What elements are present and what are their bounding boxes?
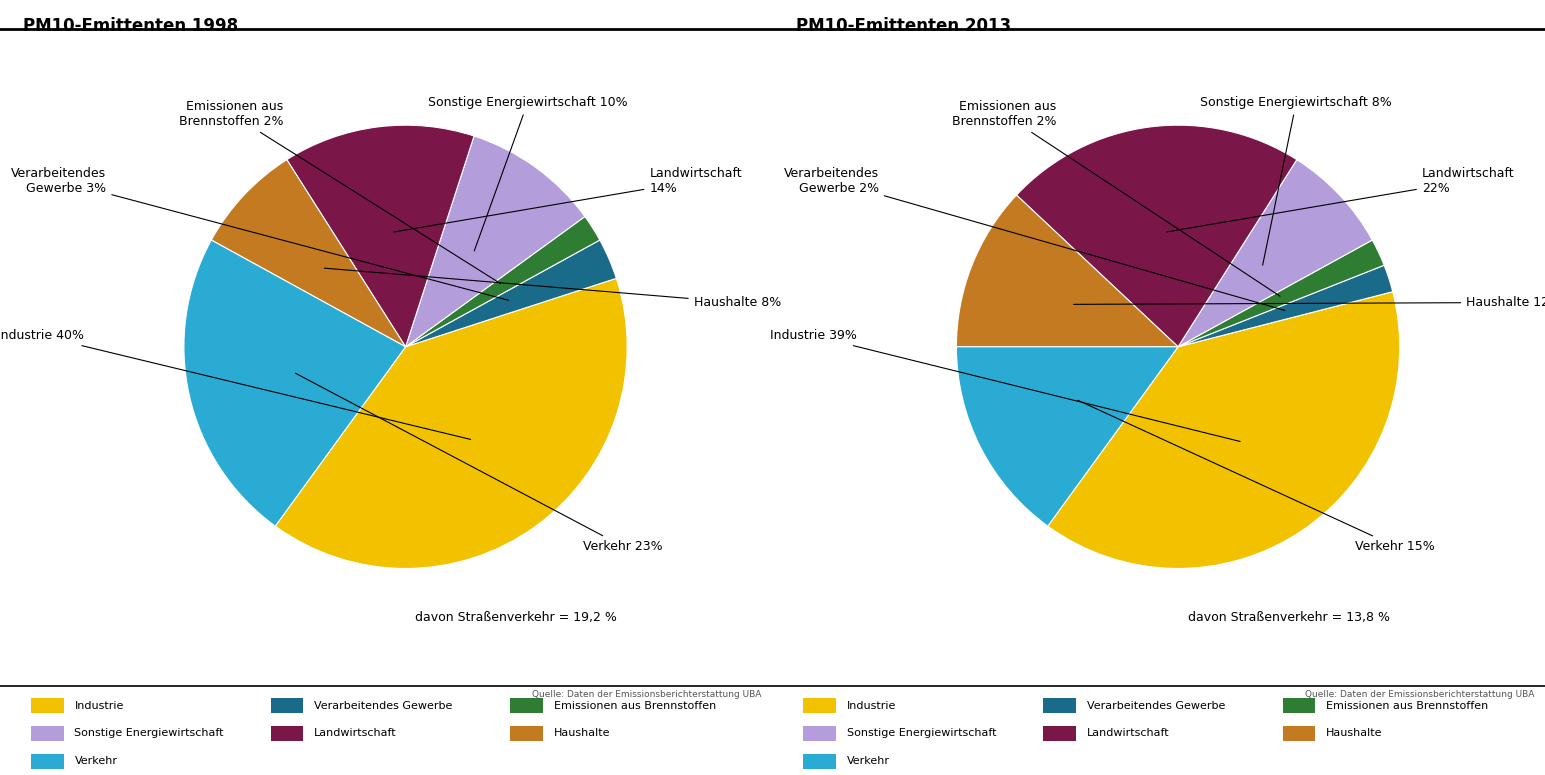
Text: Industrie: Industrie: [847, 701, 896, 711]
Text: Quelle: Daten der Emissionsberichterstattung UBA: Quelle: Daten der Emissionsberichterstat…: [533, 690, 762, 699]
Bar: [803, 753, 836, 769]
Wedge shape: [405, 136, 586, 347]
Text: Landwirtschaft: Landwirtschaft: [1086, 728, 1170, 739]
Wedge shape: [1177, 265, 1392, 347]
Text: Verarbeitendes Gewerbe: Verarbeitendes Gewerbe: [1086, 701, 1225, 711]
Text: Verarbeitendes
Gewerbe 3%: Verarbeitendes Gewerbe 3%: [11, 167, 508, 301]
Text: Landwirtschaft
22%: Landwirtschaft 22%: [1166, 167, 1514, 232]
Text: Sonstige Energiewirtschaft: Sonstige Energiewirtschaft: [74, 728, 224, 739]
Text: Quelle: Daten der Emissionsberichterstattung UBA: Quelle: Daten der Emissionsberichterstat…: [1306, 690, 1534, 699]
Text: Verkehr: Verkehr: [847, 756, 890, 766]
Wedge shape: [275, 278, 627, 569]
Wedge shape: [956, 195, 1177, 347]
Bar: [510, 698, 542, 713]
Wedge shape: [1177, 240, 1384, 347]
Wedge shape: [405, 240, 616, 347]
Wedge shape: [1048, 291, 1400, 568]
Bar: [1043, 698, 1075, 713]
Bar: [270, 698, 303, 713]
Bar: [1043, 726, 1075, 741]
Text: Emissionen aus Brennstoffen: Emissionen aus Brennstoffen: [1326, 701, 1488, 711]
Text: Sonstige Energiewirtschaft 10%: Sonstige Energiewirtschaft 10%: [428, 97, 627, 251]
Text: Emissionen aus
Brennstoffen 2%: Emissionen aus Brennstoffen 2%: [179, 100, 501, 284]
Text: PM10-Emittenten 1998: PM10-Emittenten 1998: [23, 17, 238, 35]
Bar: [803, 726, 836, 741]
Text: Verarbeitendes Gewerbe: Verarbeitendes Gewerbe: [314, 701, 453, 711]
Text: Verkehr 23%: Verkehr 23%: [295, 374, 663, 553]
Text: Haushalte 8%: Haushalte 8%: [324, 268, 780, 309]
Text: Industrie 40%: Industrie 40%: [0, 329, 471, 439]
Text: Emissionen aus Brennstoffen: Emissionen aus Brennstoffen: [553, 701, 715, 711]
Text: davon Straßenverkehr = 19,2 %: davon Straßenverkehr = 19,2 %: [416, 611, 618, 624]
Text: Verkehr 15%: Verkehr 15%: [1078, 401, 1435, 553]
Text: PM10-Emittenten 2013: PM10-Emittenten 2013: [796, 17, 1010, 35]
Bar: [803, 698, 836, 713]
Text: Industrie 39%: Industrie 39%: [769, 329, 1241, 442]
Text: Landwirtschaft: Landwirtschaft: [314, 728, 397, 739]
Bar: [1282, 698, 1315, 713]
Text: Haushalte: Haushalte: [553, 728, 610, 739]
Bar: [31, 726, 63, 741]
Text: Emissionen aus
Brennstoffen 2%: Emissionen aus Brennstoffen 2%: [952, 100, 1279, 296]
Bar: [31, 753, 63, 769]
Wedge shape: [287, 126, 474, 347]
Wedge shape: [1017, 126, 1296, 347]
Wedge shape: [184, 240, 405, 526]
Bar: [31, 698, 63, 713]
Text: Haushalte 12%: Haushalte 12%: [1074, 296, 1545, 309]
Text: Verkehr: Verkehr: [74, 756, 117, 766]
Text: Haushalte: Haushalte: [1326, 728, 1383, 739]
Wedge shape: [1177, 160, 1372, 347]
Bar: [1282, 726, 1315, 741]
Text: Landwirtschaft
14%: Landwirtschaft 14%: [394, 167, 742, 232]
Wedge shape: [212, 160, 405, 347]
Bar: [270, 726, 303, 741]
Bar: [510, 726, 542, 741]
Text: Sonstige Energiewirtschaft: Sonstige Energiewirtschaft: [847, 728, 997, 739]
Text: Industrie: Industrie: [74, 701, 124, 711]
Text: davon Straßenverkehr = 13,8 %: davon Straßenverkehr = 13,8 %: [1188, 611, 1390, 624]
Text: Sonstige Energiewirtschaft 8%: Sonstige Energiewirtschaft 8%: [1200, 97, 1392, 265]
Text: Verarbeitendes
Gewerbe 2%: Verarbeitendes Gewerbe 2%: [783, 167, 1285, 311]
Wedge shape: [405, 216, 599, 347]
Wedge shape: [956, 347, 1177, 526]
